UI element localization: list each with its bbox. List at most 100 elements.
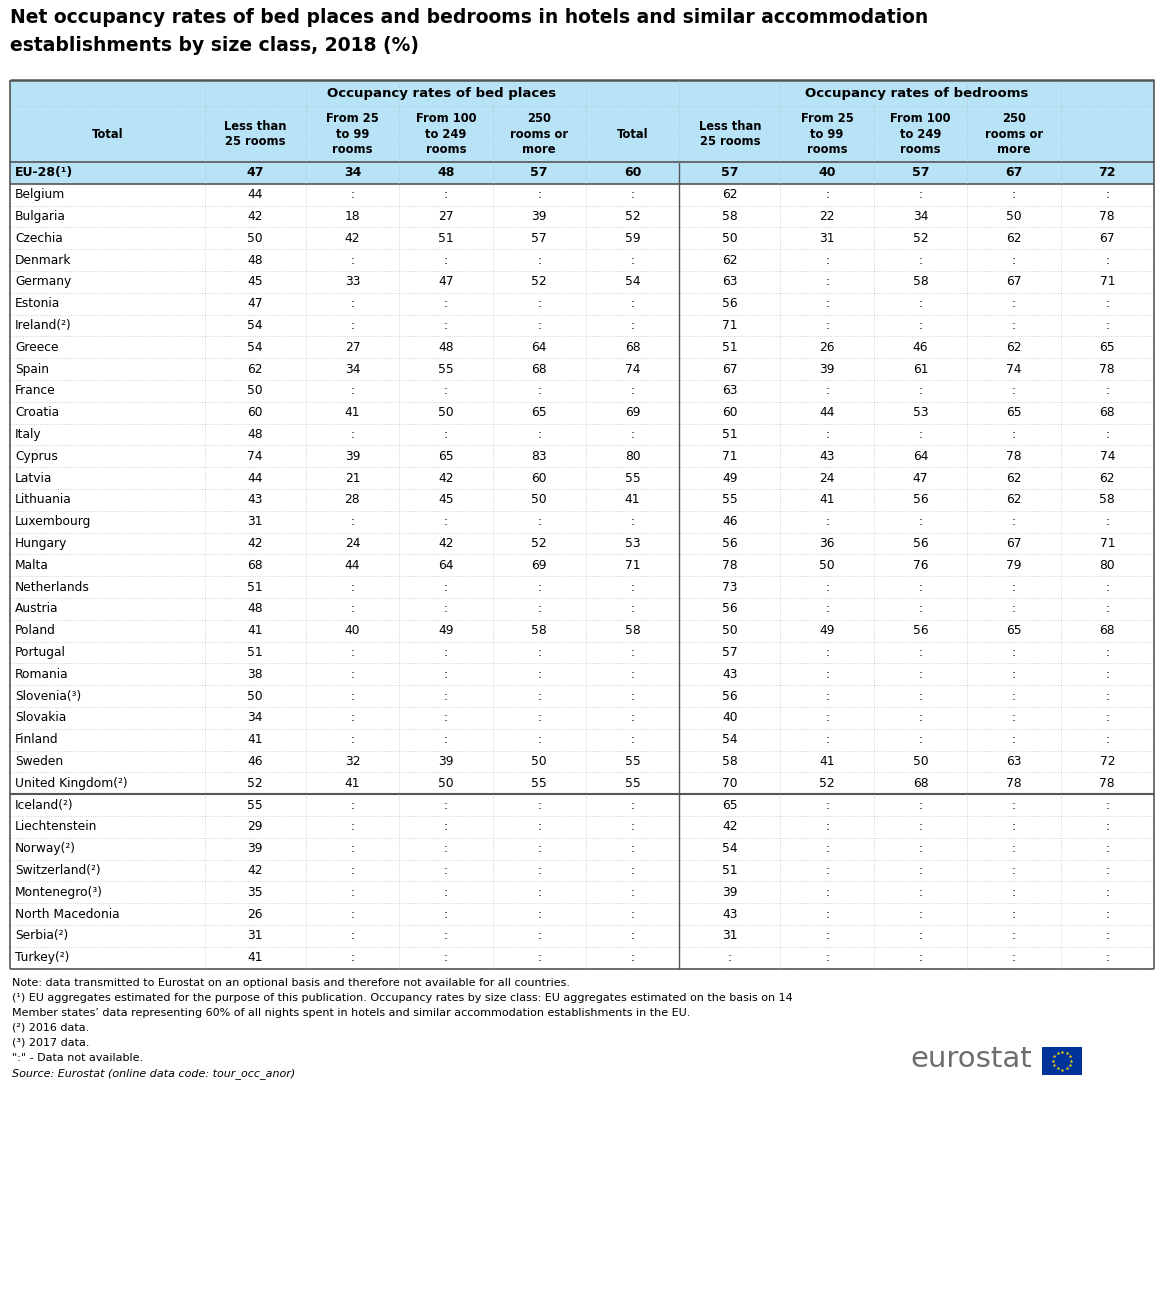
Text: 80: 80 xyxy=(625,450,640,463)
Bar xyxy=(10,511,1154,533)
Text: Slovakia: Slovakia xyxy=(15,711,66,724)
Text: 34: 34 xyxy=(343,167,361,180)
Text: :: : xyxy=(825,689,829,702)
Text: 60: 60 xyxy=(624,167,641,180)
Text: France: France xyxy=(15,384,56,397)
Text: :: : xyxy=(1012,188,1016,201)
Text: 62: 62 xyxy=(1006,472,1022,485)
Text: :: : xyxy=(350,711,354,724)
Text: :: : xyxy=(1106,734,1109,747)
Text: :: : xyxy=(443,886,448,899)
Text: Lithuania: Lithuania xyxy=(15,494,72,507)
Text: :: : xyxy=(1012,799,1016,812)
Text: 69: 69 xyxy=(532,559,547,572)
Text: Netherlands: Netherlands xyxy=(15,581,90,594)
Text: 50: 50 xyxy=(913,754,929,767)
Text: 49: 49 xyxy=(438,624,454,637)
Text: Italy: Italy xyxy=(15,427,42,440)
Text: :: : xyxy=(631,689,634,702)
Text: :: : xyxy=(443,908,448,921)
Text: Member states’ data representing 60% of all nights spent in hotels and similar a: Member states’ data representing 60% of … xyxy=(12,1007,690,1018)
Text: :: : xyxy=(631,515,634,528)
Text: 71: 71 xyxy=(625,559,640,572)
Text: 56: 56 xyxy=(913,537,929,550)
Text: 34: 34 xyxy=(913,210,928,223)
Text: :: : xyxy=(538,319,541,332)
Text: 56: 56 xyxy=(722,689,738,702)
Text: From 100
to 249
rooms: From 100 to 249 rooms xyxy=(416,112,476,156)
Text: 57: 57 xyxy=(722,646,738,659)
Text: 72: 72 xyxy=(1099,167,1116,180)
Text: :: : xyxy=(538,864,541,877)
Text: 50: 50 xyxy=(247,232,263,245)
Text: 71: 71 xyxy=(1100,275,1115,288)
Text: :: : xyxy=(443,799,448,812)
Text: 41: 41 xyxy=(819,754,835,767)
Text: :: : xyxy=(443,951,448,964)
Text: :: : xyxy=(631,668,634,680)
Text: :: : xyxy=(538,427,541,440)
Text: 28: 28 xyxy=(345,494,360,507)
Bar xyxy=(10,468,1154,489)
Text: :: : xyxy=(825,799,829,812)
Text: 44: 44 xyxy=(248,188,263,201)
Text: :: : xyxy=(631,384,634,397)
Bar xyxy=(10,903,1154,925)
Text: 62: 62 xyxy=(722,254,738,267)
Text: 68: 68 xyxy=(247,559,263,572)
Text: :: : xyxy=(443,668,448,680)
Text: 48: 48 xyxy=(247,602,263,615)
Bar xyxy=(10,663,1154,685)
Text: :: : xyxy=(918,886,923,899)
Text: 67: 67 xyxy=(1006,275,1022,288)
Text: 40: 40 xyxy=(818,167,836,180)
Text: Less than
25 rooms: Less than 25 rooms xyxy=(698,120,761,149)
Text: (¹) EU aggregates estimated for the purpose of this publication. Occupancy rates: (¹) EU aggregates estimated for the purp… xyxy=(12,993,793,1002)
Text: 50: 50 xyxy=(722,624,738,637)
Text: :: : xyxy=(350,842,354,855)
Text: :: : xyxy=(1012,929,1016,942)
Text: :: : xyxy=(350,951,354,964)
Text: :: : xyxy=(443,646,448,659)
Bar xyxy=(10,576,1154,598)
Bar xyxy=(10,620,1154,641)
Bar xyxy=(10,380,1154,401)
Text: :: : xyxy=(1106,908,1109,921)
Text: :: : xyxy=(1012,254,1016,267)
Text: :: : xyxy=(1106,951,1109,964)
Text: :: : xyxy=(825,734,829,747)
Text: 74: 74 xyxy=(1100,450,1115,463)
Text: :: : xyxy=(538,929,541,942)
Text: 46: 46 xyxy=(248,754,263,767)
Text: 55: 55 xyxy=(625,754,640,767)
Text: 55: 55 xyxy=(531,777,547,790)
Text: :: : xyxy=(918,929,923,942)
Text: :: : xyxy=(1106,886,1109,899)
Text: :: : xyxy=(1106,515,1109,528)
Bar xyxy=(10,795,1154,816)
Text: 56: 56 xyxy=(913,624,929,637)
Text: 68: 68 xyxy=(532,362,547,375)
Text: :: : xyxy=(1106,929,1109,942)
Text: 46: 46 xyxy=(913,341,928,354)
Text: :: : xyxy=(918,254,923,267)
Text: :: : xyxy=(350,646,354,659)
Text: Total: Total xyxy=(92,128,123,141)
Text: :: : xyxy=(631,427,634,440)
Text: 74: 74 xyxy=(1006,362,1022,375)
Text: :: : xyxy=(443,254,448,267)
Text: :: : xyxy=(443,711,448,724)
Text: 54: 54 xyxy=(625,275,640,288)
Text: :: : xyxy=(918,821,923,834)
Text: :: : xyxy=(1106,689,1109,702)
Text: :: : xyxy=(443,188,448,201)
Text: EU-28(¹): EU-28(¹) xyxy=(15,167,73,180)
Text: :: : xyxy=(443,842,448,855)
Bar xyxy=(10,271,1154,293)
Bar xyxy=(10,314,1154,336)
Text: Czechia: Czechia xyxy=(15,232,63,245)
Text: 42: 42 xyxy=(248,537,263,550)
Text: 21: 21 xyxy=(345,472,360,485)
Text: :: : xyxy=(1106,602,1109,615)
Text: :: : xyxy=(443,297,448,310)
